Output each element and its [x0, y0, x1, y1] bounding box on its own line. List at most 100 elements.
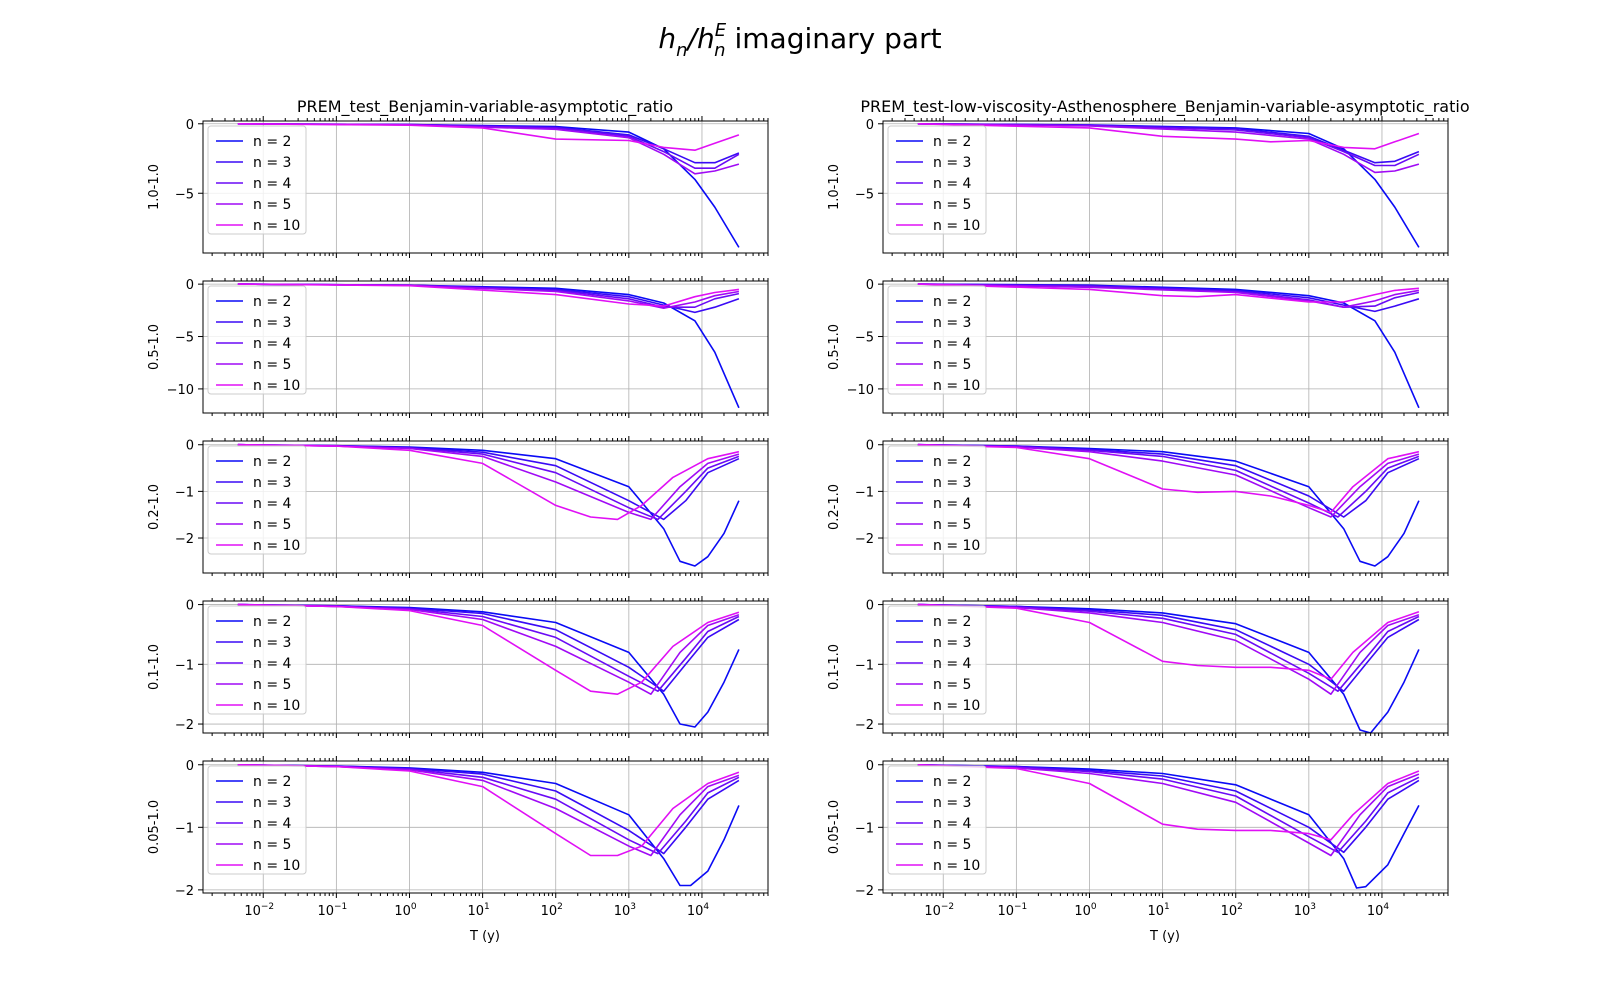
series-group	[237, 443, 740, 567]
series-line-n5	[917, 283, 1420, 308]
legend-entry: n = 3	[253, 635, 291, 651]
series-line-n5	[917, 123, 1420, 174]
legend-entry: n = 3	[253, 475, 291, 491]
y-tick-label: −1	[175, 658, 194, 673]
y-tick-label: 0	[186, 759, 194, 774]
series-line-n2	[917, 603, 1420, 733]
axes-frame	[202, 760, 769, 894]
legend-entry: n = 3	[933, 635, 971, 651]
legend-entry: n = 2	[933, 774, 971, 790]
series-line-n4	[237, 603, 740, 692]
series-line-n10	[237, 764, 740, 857]
x-tick-label: 10−1	[317, 902, 347, 919]
series-line-n10	[237, 123, 740, 151]
subplot-grid: 0 −5 1.0-1.0 n = 2 n = 3 n = 4 n = 5 n = 10 0 −5 1…	[147, 116, 1449, 919]
row-label: 0.2-1.0	[827, 484, 842, 530]
series-line-n10	[237, 443, 740, 521]
series-line-n3	[917, 443, 1420, 518]
series-line-n3	[237, 123, 740, 164]
legend-box	[207, 285, 307, 395]
legend-entry: n = 3	[933, 155, 971, 171]
legend-entry: n = 4	[253, 656, 292, 672]
series-group	[237, 123, 740, 248]
series-line-n4	[917, 603, 1420, 692]
row-label: 0.1-1.0	[827, 644, 842, 690]
y-tick-label: −2	[855, 718, 874, 733]
subplot-r4-c0: 0 −1 −2 0.05-1.0 n = 2 n = 3 n = 4 n = 5 n = 10 1…	[147, 756, 769, 919]
y-tick-label: −1	[855, 485, 874, 500]
legend-box	[887, 605, 987, 715]
legend-entry: n = 4	[933, 496, 972, 512]
subplot-r0-c1: 0 −5 1.0-1.0 n = 2 n = 3 n = 4 n = 5 n = 10	[827, 116, 1449, 258]
y-tick-label: −10	[167, 383, 194, 398]
series-line-n4	[237, 123, 740, 169]
legend-entry: n = 10	[253, 858, 300, 874]
legend-entry: n = 5	[253, 677, 291, 693]
legend: n = 2 n = 3 n = 4 n = 5 n = 10	[207, 605, 307, 715]
legend-entry: n = 2	[253, 294, 291, 310]
series-group	[917, 123, 1420, 248]
series-line-n10	[917, 443, 1420, 514]
legend-entry: n = 5	[253, 197, 291, 213]
row-label: 0.2-1.0	[147, 484, 162, 530]
legend-box	[207, 445, 307, 555]
legend-box	[207, 605, 307, 715]
legend-entry: n = 3	[253, 155, 291, 171]
series-line-n2	[237, 123, 740, 248]
legend-entry: n = 3	[253, 315, 291, 331]
legend-entry: n = 3	[253, 795, 291, 811]
legend-entry: n = 4	[253, 176, 292, 192]
series-group	[917, 443, 1420, 567]
legend-entry: n = 2	[933, 614, 971, 630]
y-tick-label: 0	[866, 599, 874, 614]
y-tick-label: −1	[175, 821, 194, 836]
legend-entry: n = 5	[253, 357, 291, 373]
x-tick-label: 104	[687, 902, 710, 919]
series-line-n2	[917, 764, 1420, 889]
x-axis-label-left: T (y)	[469, 929, 500, 944]
series-line-n4	[917, 123, 1420, 167]
legend-entry: n = 2	[933, 294, 971, 310]
series-group	[917, 764, 1420, 889]
series-group	[917, 603, 1420, 733]
series-line-n10	[917, 603, 1420, 680]
series-line-n4	[237, 443, 740, 521]
row-label: 0.5-1.0	[827, 324, 842, 370]
series-line-n2	[237, 603, 740, 728]
legend-entry: n = 10	[933, 538, 980, 554]
axes-frame	[882, 440, 1449, 574]
series-line-n10	[237, 283, 740, 307]
x-tick-label: 103	[614, 902, 636, 919]
y-tick-label: −2	[175, 718, 194, 733]
legend-entry: n = 2	[933, 134, 971, 150]
series-group	[917, 283, 1420, 409]
legend-entry: n = 5	[253, 837, 291, 853]
legend-entry: n = 5	[933, 517, 971, 533]
x-tick-label: 102	[541, 902, 563, 919]
axes-frame	[882, 280, 1449, 414]
series-line-n3	[917, 603, 1420, 692]
legend: n = 2 n = 3 n = 4 n = 5 n = 10	[207, 765, 307, 875]
legend-entry: n = 5	[933, 197, 971, 213]
legend-entry: n = 5	[933, 357, 971, 373]
subplot-r0-c0: 0 −5 1.0-1.0 n = 2 n = 3 n = 4 n = 5 n = 10	[147, 116, 769, 258]
legend-box	[207, 125, 307, 235]
legend-entry: n = 10	[933, 378, 980, 394]
row-label: 0.05-1.0	[827, 800, 842, 854]
figure-title: hn/hE n imaginary part	[658, 20, 941, 61]
legend-box	[887, 445, 987, 555]
x-tick-label: 100	[1074, 902, 1097, 919]
legend-entry: n = 3	[933, 475, 971, 491]
legend-entry: n = 2	[253, 614, 291, 630]
series-line-n4	[917, 443, 1420, 518]
legend-entry: n = 5	[253, 517, 291, 533]
y-tick-label: −2	[175, 884, 194, 899]
legend-entry: n = 4	[933, 816, 972, 832]
y-tick-label: −10	[847, 383, 874, 398]
axes-frame	[882, 600, 1449, 734]
legend-box	[887, 285, 987, 395]
y-tick-label: 0	[186, 599, 194, 614]
y-tick-label: 0	[186, 118, 194, 133]
